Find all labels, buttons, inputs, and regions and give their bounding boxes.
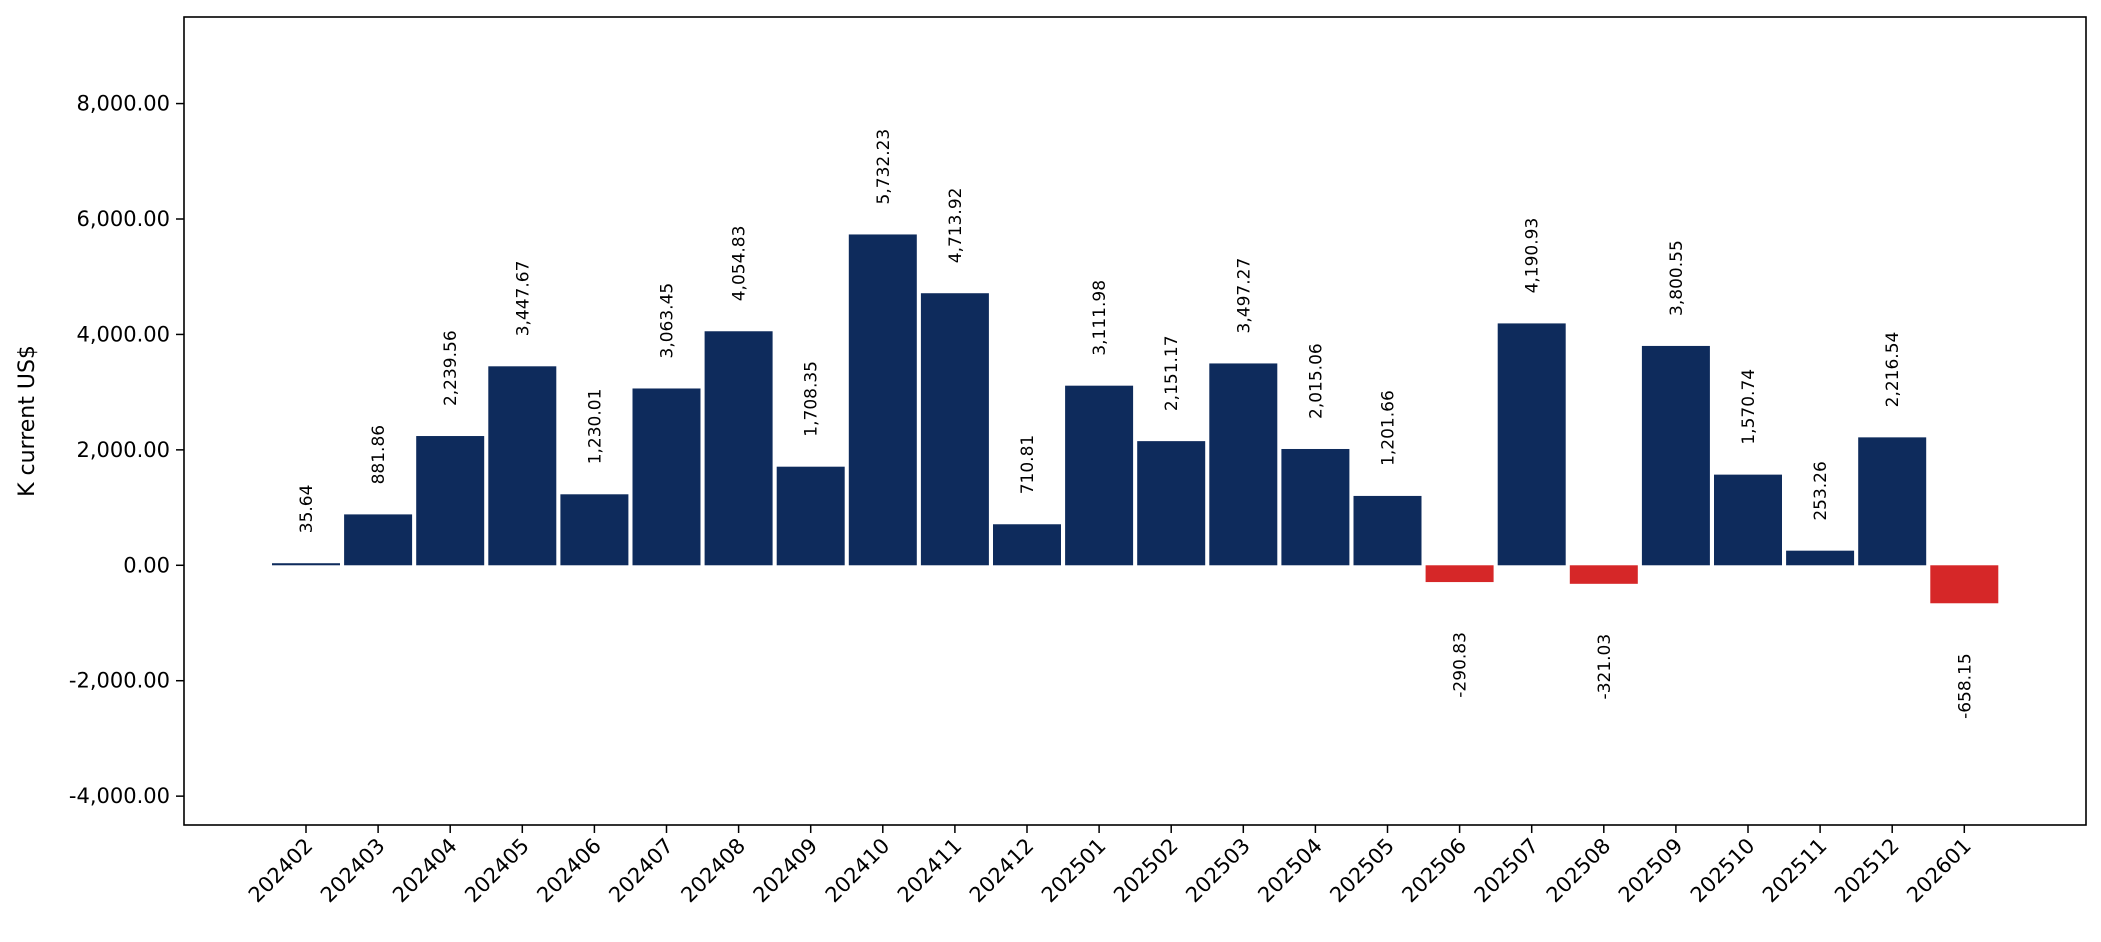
y-tick-label: 6,000.00 <box>76 207 170 231</box>
y-axis: -4,000.00 -2,000.00 0.00 2,000.00 4,000.00 6,… <box>69 92 184 808</box>
data-label: 3,800.55 <box>1667 240 1687 316</box>
data-label: 710.81 <box>1018 435 1038 494</box>
data-label: 3,447.67 <box>513 261 533 337</box>
data-label: 3,111.98 <box>1090 280 1110 356</box>
y-tick-label: 4,000.00 <box>76 322 170 346</box>
bar-202508 <box>1569 565 1638 584</box>
data-label: 2,015.06 <box>1306 343 1326 419</box>
bar-202511 <box>1786 550 1855 566</box>
data-label: 4,054.83 <box>730 226 750 302</box>
y-tick-label: 0.00 <box>123 553 170 577</box>
data-label: 253.26 <box>1811 461 1831 520</box>
bars-layer <box>272 234 1999 604</box>
data-labels-layer: 35.64 881.86 2,239.56 3,447.67 1,230.01 3,063… <box>297 129 1975 719</box>
bar-202408 <box>704 331 773 566</box>
bar-202503 <box>1209 363 1278 566</box>
data-label: 2,239.56 <box>441 330 461 406</box>
data-label: 35.64 <box>297 485 317 534</box>
data-label: 1,201.66 <box>1379 390 1399 466</box>
bar-202406 <box>560 494 629 566</box>
bar-202510 <box>1714 474 1782 566</box>
bar-202502 <box>1137 441 1206 566</box>
data-label: -290.83 <box>1451 632 1471 698</box>
bar-202507 <box>1497 323 1566 566</box>
data-label: 4,713.92 <box>946 188 966 264</box>
bar-202404 <box>416 436 485 566</box>
bar-202512 <box>1858 437 1927 566</box>
bar-202412 <box>993 524 1061 566</box>
data-label: 2,151.17 <box>1162 335 1182 411</box>
data-label: -658.15 <box>1955 653 1975 719</box>
y-axis-title: K current US$ <box>15 345 40 497</box>
bar-202506 <box>1425 565 1494 583</box>
data-label: 881.86 <box>369 425 389 484</box>
data-label: 3,497.27 <box>1234 258 1254 334</box>
data-label: 1,570.74 <box>1739 369 1759 445</box>
data-label: 4,190.93 <box>1523 218 1543 294</box>
y-tick-label: 8,000.00 <box>76 92 170 116</box>
y-tick-label: -4,000.00 <box>69 784 170 808</box>
bar-202409 <box>776 466 845 566</box>
data-label: 5,732.23 <box>874 129 894 205</box>
bar-202402 <box>272 563 340 566</box>
y-tick-label: -2,000.00 <box>69 669 170 693</box>
data-label: 1,708.35 <box>802 361 822 437</box>
bar-202410 <box>848 234 917 566</box>
plot-frame <box>183 16 2087 826</box>
y-tick-label: 2,000.00 <box>76 438 170 462</box>
bar-202403 <box>344 514 413 566</box>
bar-202411 <box>920 293 989 566</box>
bar-202601 <box>1930 565 1999 604</box>
data-label: 2,216.54 <box>1883 332 1903 408</box>
bar-202405 <box>488 366 557 566</box>
bar-202504 <box>1281 448 1350 566</box>
data-label: -321.03 <box>1595 634 1615 700</box>
bar-202509 <box>1641 345 1710 566</box>
bar-202505 <box>1353 495 1422 566</box>
data-label: 3,063.45 <box>658 283 678 359</box>
bar-202407 <box>632 388 701 566</box>
bar-202501 <box>1065 385 1134 566</box>
data-label: 1,230.01 <box>585 389 605 465</box>
